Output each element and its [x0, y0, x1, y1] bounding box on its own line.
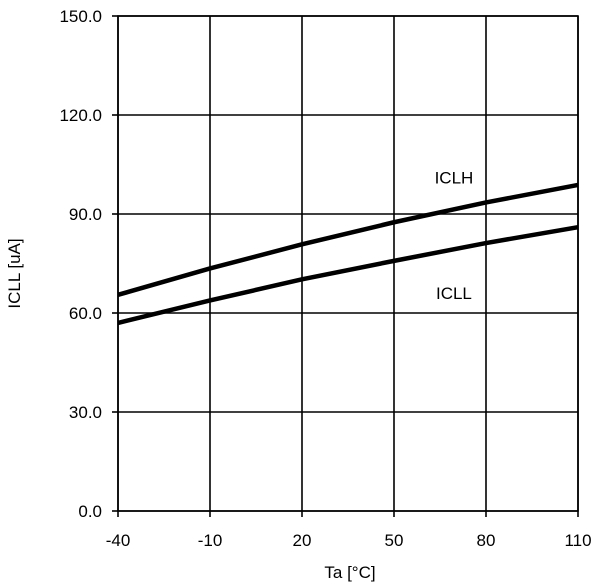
y-axis-title: ICLL [uA] — [5, 238, 24, 308]
x-tick-labels: -40 -10 20 50 80 110 — [106, 531, 592, 550]
series-lines — [117, 182, 579, 326]
series-label-iclh: ICLH — [435, 169, 474, 188]
series-labels: ICLH ICLL — [435, 169, 474, 304]
x-tick-label: 20 — [293, 531, 312, 550]
y-tick-label: 30.0 — [69, 403, 102, 422]
y-tick-labels: 0.0 30.0 60.0 90.0 120.0 150.0 — [59, 7, 102, 521]
y-tick-label: 90.0 — [69, 205, 102, 224]
series-line-iclh — [117, 182, 579, 298]
x-tick-label: 110 — [564, 531, 591, 550]
x-tick-label: 50 — [385, 531, 404, 550]
y-tick-label: 120.0 — [59, 106, 102, 125]
x-axis-title: Ta [°C] — [324, 563, 375, 582]
series-line-icll — [117, 224, 579, 326]
grid-lines — [112, 15, 579, 517]
series-label-icll: ICLL — [436, 284, 472, 303]
x-tick-label: -40 — [106, 531, 131, 550]
x-tick-label: -10 — [198, 531, 223, 550]
x-tick-label: 80 — [477, 531, 496, 550]
y-tick-label: 0.0 — [78, 502, 102, 521]
plot-frame — [117, 15, 579, 512]
y-tick-label: 60.0 — [69, 304, 102, 323]
y-tick-label: 150.0 — [59, 7, 102, 26]
